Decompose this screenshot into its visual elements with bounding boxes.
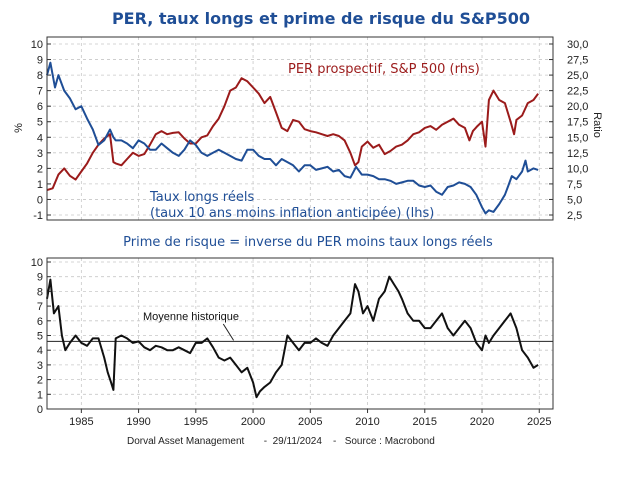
top-right-tick-label: 25,0 (567, 70, 588, 82)
x-tick-label: 2005 (298, 416, 322, 428)
top-right-tick-label: 20,0 (567, 101, 588, 113)
top-gridlines (47, 37, 553, 220)
top-right-tick-label: 17,5 (567, 117, 588, 129)
top-right-tick-label: 5,0 (567, 194, 582, 206)
per-annotation: PER prospectif, S&P 500 (rhs) (288, 62, 480, 77)
top-left-tick-label: 7 (37, 86, 43, 98)
bottom-tick-label: 8 (37, 286, 43, 298)
bottom-tick-label: 4 (37, 345, 43, 357)
top-left-tick-label: 5 (37, 117, 43, 129)
bottom-tick-label: 5 (37, 331, 43, 343)
x-tick-label: 1990 (126, 416, 150, 428)
x-tick-label: 2010 (355, 416, 379, 428)
bottom-x-axis-ticks: 1985 1990 1995 2000 2005 2010 2015 2020 2025 (69, 409, 552, 428)
top-left-axis-ticks: -1 0 1 2 3 4 5 6 7 8 9 10 (31, 39, 51, 222)
top-left-tick-label: 4 (37, 132, 43, 144)
top-panel: -1 0 1 2 3 4 5 6 7 8 9 10 2,5 5,0 7,5 10,0 12,5 15,0 17,5… (13, 36, 603, 222)
top-left-tick-label: 6 (37, 101, 43, 113)
top-right-tick-label: 27,5 (567, 55, 588, 67)
x-tick-label: 2025 (527, 416, 551, 428)
x-tick-label: 1995 (184, 416, 208, 428)
bottom-gridlines (47, 258, 553, 410)
x-tick-label: 2020 (470, 416, 494, 428)
bottom-tick-label: 10 (31, 257, 43, 269)
top-left-tick-label: 3 (37, 148, 43, 160)
historical-mean-label: Moyenne historique (143, 311, 239, 323)
bottom-tick-label: 9 (37, 272, 43, 284)
top-left-tick-label: 8 (37, 70, 43, 82)
x-tick-label: 2000 (241, 416, 265, 428)
top-right-tick-label: 7,5 (567, 179, 582, 191)
top-right-tick-label: 30,0 (567, 39, 588, 51)
top-right-tick-label: 12,5 (567, 148, 588, 160)
chart-title: PER, taux longs et prime de risque du S&… (112, 9, 530, 28)
per-series-line (46, 77, 539, 192)
top-left-tick-label: 10 (31, 39, 43, 51)
top-left-tick-label: 9 (37, 55, 43, 67)
top-right-axis-ticks: 2,5 5,0 7,5 10,0 12,5 15,0 17,5 20,0 22,5 25,0 27,… (549, 39, 588, 222)
real-rate-annotation-line2: (taux 10 ans moins inflation anticipée) … (150, 206, 434, 221)
footer-source: Dorval Asset Management - 29/11/2024 - S… (127, 436, 435, 447)
bottom-panel: 0 1 2 3 4 5 6 7 8 9 10 1985 1990 1995 2000 2005 2010 201… (31, 257, 554, 428)
bottom-tick-label: 3 (37, 360, 43, 372)
top-right-tick-label: 2,5 (567, 210, 582, 222)
risk-premium-series-line (46, 275, 539, 399)
top-left-tick-label: 1 (37, 179, 43, 191)
top-left-tick-label: 0 (37, 194, 43, 206)
x-tick-label: 1985 (69, 416, 93, 428)
bottom-tick-label: 2 (37, 375, 43, 387)
real-rate-series-line (46, 61, 539, 215)
top-right-tick-label: 22,5 (567, 86, 588, 98)
top-plot-frame (46, 36, 554, 221)
top-right-tick-label: 10,0 (567, 163, 588, 175)
top-right-tick-label: 15,0 (567, 132, 588, 144)
bottom-panel-title: Prime de risque = inverse du PER moins t… (123, 235, 493, 250)
x-tick-label: 2015 (413, 416, 437, 428)
bottom-axis-ticks: 0 1 2 3 4 5 6 7 8 9 10 (31, 257, 51, 416)
top-left-tick-label: 2 (37, 163, 43, 175)
real-rate-annotation-line1: Taux longs réels (149, 190, 254, 205)
top-left-axis-label: % (13, 123, 25, 133)
bottom-tick-label: 7 (37, 301, 43, 313)
top-right-axis-label: Ratio (591, 112, 603, 138)
bottom-tick-label: 6 (37, 316, 43, 328)
bottom-tick-label: 1 (37, 389, 43, 401)
historical-mean-pointer (222, 323, 235, 341)
bottom-tick-label: 0 (37, 404, 43, 416)
top-left-tick-label: -1 (33, 210, 43, 222)
bottom-plot-frame (46, 257, 554, 410)
